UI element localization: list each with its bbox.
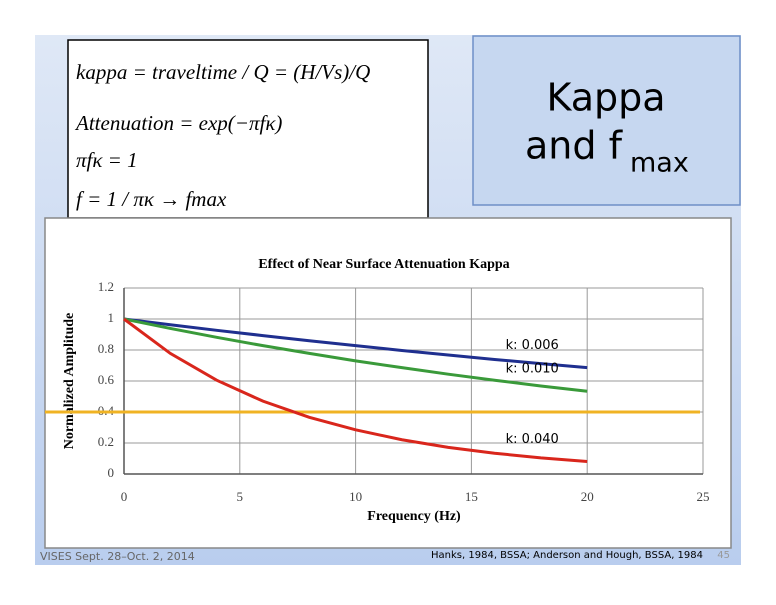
x-tick-label: 5 <box>237 489 244 504</box>
x-tick-label: 15 <box>465 489 478 504</box>
y-tick-label: 1.2 <box>98 279 114 294</box>
slide-title-subscript: max <box>630 148 689 179</box>
title-box <box>472 35 741 206</box>
y-tick-label: 0.6 <box>98 372 115 387</box>
x-tick-label: 25 <box>697 489 710 504</box>
series-label: k: 0.006 <box>506 338 559 353</box>
y-tick-label: 0.4 <box>98 403 115 418</box>
footer-right: Hanks, 1984, BSSA; Anderson and Hough, B… <box>431 550 703 561</box>
data-line <box>123 317 588 463</box>
y-tick-label: 0.2 <box>98 434 114 449</box>
x-tick-label: 20 <box>581 489 594 504</box>
data-line <box>123 317 588 393</box>
equation: πfκ = 1 <box>76 148 138 172</box>
equation: kappa = traveltime / Q = (H/Vs)/Q <box>76 60 370 84</box>
footer-left: VISES Sept. 28–Oct. 2, 2014 <box>40 550 195 563</box>
x-tick-label: 0 <box>121 489 128 504</box>
equation: Attenuation = exp(−πfκ) <box>74 111 282 135</box>
series-label: k: 0.010 <box>506 362 559 377</box>
y-tick-label: 1 <box>108 310 115 325</box>
series-label: k: 0.040 <box>506 432 559 447</box>
data-line <box>123 317 588 370</box>
y-axis-label: Normalized Amplitude <box>62 313 77 450</box>
equation-box <box>67 39 429 219</box>
chart-title: Effect of Near Surface Attenuation Kappa <box>258 257 509 272</box>
plot: 0 0.2 0.4 0.6 0.8 1 1.2 0 5 10 15 20 25 k: 0.006 k: 0.… <box>45 279 710 504</box>
slide-title: and f <box>525 124 624 168</box>
y-tick-label: 0 <box>108 465 115 480</box>
x-tick-label: 10 <box>349 489 362 504</box>
slide-title: Kappa <box>546 76 665 120</box>
page-number: 45 <box>717 550 730 561</box>
y-tick-label: 0.8 <box>98 341 114 356</box>
chart-frame <box>44 217 732 549</box>
x-axis-label: Frequency (Hz) <box>367 509 461 524</box>
equation: f = 1 / πκ → fmax <box>76 187 227 211</box>
